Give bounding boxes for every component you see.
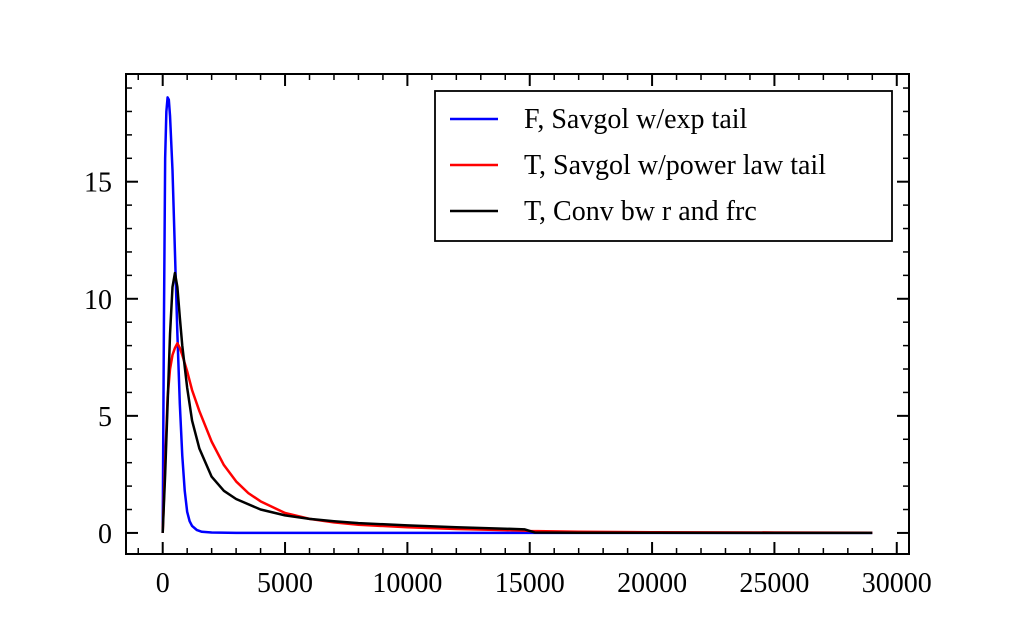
y-tick-label: 0 bbox=[98, 519, 112, 550]
x-tick-label: 10000 bbox=[372, 568, 442, 599]
x-tick-label: 15000 bbox=[495, 568, 565, 599]
legend-label-0: F, Savgol w/exp tail bbox=[524, 104, 748, 135]
plot-frame bbox=[125, 73, 910, 555]
series-line-2 bbox=[161, 271, 873, 535]
x-tick-label: 20000 bbox=[617, 568, 687, 599]
legend: F, Savgol w/exp tail T, Savgol w/power la… bbox=[434, 90, 893, 242]
x-tick-label: 25000 bbox=[739, 568, 809, 599]
legend-label-2: T, Conv bw r and frc bbox=[524, 196, 757, 227]
series-line-0 bbox=[161, 96, 873, 535]
series-lines bbox=[161, 96, 873, 535]
y-tick-label: 10 bbox=[84, 285, 112, 316]
x-tick-label: 0 bbox=[156, 568, 170, 599]
x-tick-label: 30000 bbox=[862, 568, 932, 599]
legend-box bbox=[434, 90, 893, 242]
tick-labels: 0 5000 10000 15000 20000 25000 30000 0 5 10 15 bbox=[84, 168, 932, 599]
legend-label-1: T, Savgol w/power law tail bbox=[524, 150, 826, 181]
x-tick-label: 5000 bbox=[257, 568, 313, 599]
y-tick-label: 5 bbox=[98, 402, 112, 433]
y-tick-label: 15 bbox=[84, 168, 112, 199]
